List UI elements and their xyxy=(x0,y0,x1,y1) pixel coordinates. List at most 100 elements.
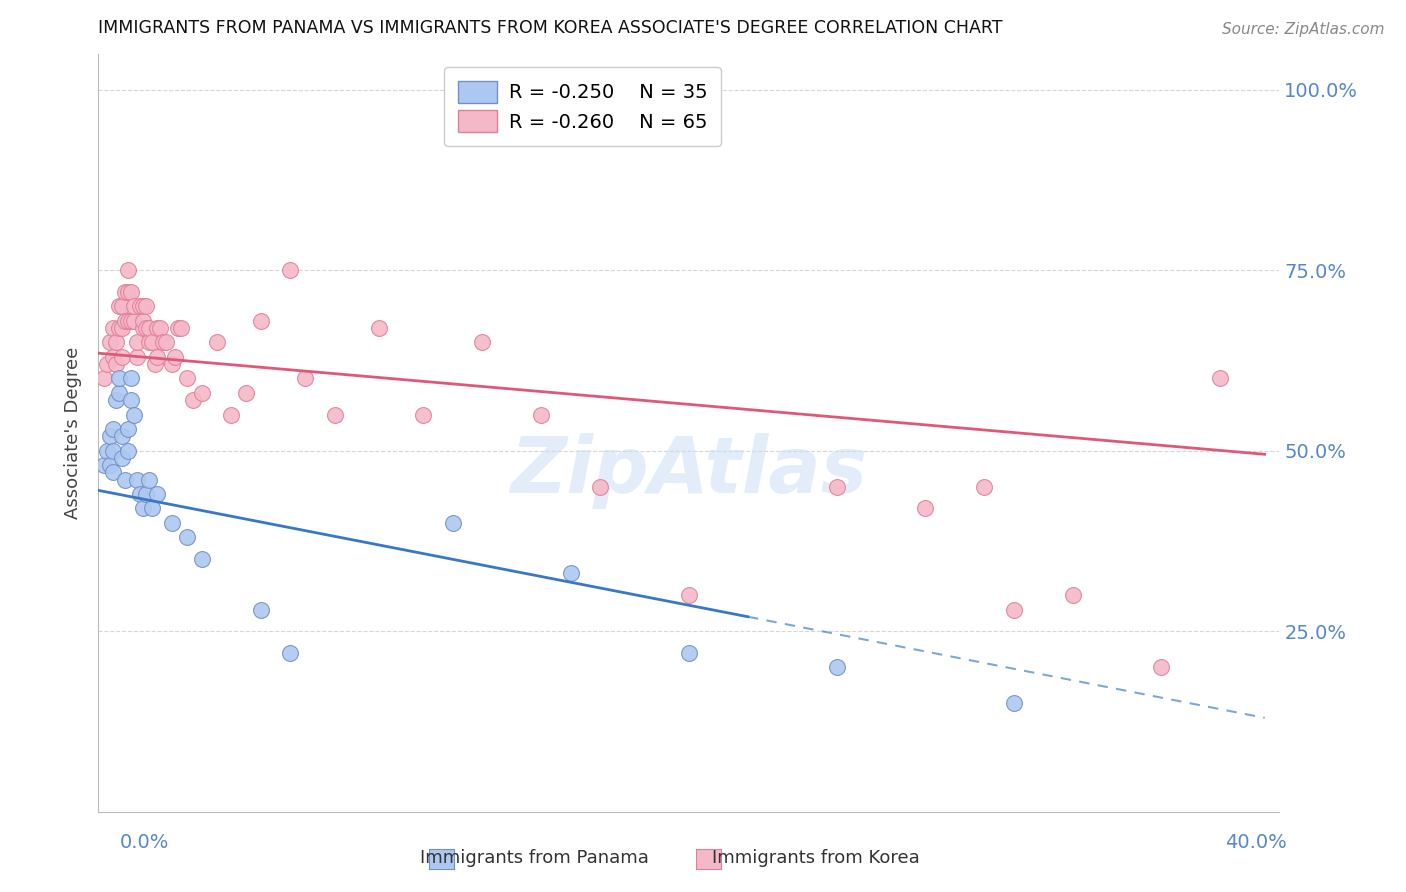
Point xyxy=(135,487,157,501)
Point xyxy=(155,335,177,350)
Point xyxy=(93,371,115,385)
Text: Immigrants from Panama: Immigrants from Panama xyxy=(420,849,648,867)
Point xyxy=(132,299,155,313)
Point xyxy=(125,473,148,487)
Point xyxy=(125,350,148,364)
Point xyxy=(108,385,131,400)
Point xyxy=(1062,588,1084,602)
Point xyxy=(1209,371,1232,385)
Point xyxy=(98,458,121,472)
Point xyxy=(120,371,142,385)
Text: 40.0%: 40.0% xyxy=(1225,833,1286,853)
Point xyxy=(120,393,142,408)
Text: Source: ZipAtlas.com: Source: ZipAtlas.com xyxy=(1222,22,1385,37)
Point xyxy=(412,408,434,422)
Point xyxy=(471,335,494,350)
Point xyxy=(108,321,131,335)
Point xyxy=(146,350,169,364)
Point xyxy=(170,321,193,335)
Point xyxy=(138,321,160,335)
Point xyxy=(135,321,157,335)
Point xyxy=(105,393,128,408)
Point xyxy=(914,501,936,516)
Point xyxy=(111,299,134,313)
Point xyxy=(280,646,302,660)
Point xyxy=(117,443,139,458)
Point xyxy=(441,516,464,530)
Point xyxy=(108,371,131,385)
Point xyxy=(165,350,187,364)
Point xyxy=(132,321,155,335)
Point xyxy=(122,408,145,422)
Point xyxy=(103,321,125,335)
Text: 0.0%: 0.0% xyxy=(120,833,169,853)
Point xyxy=(191,385,214,400)
Point xyxy=(117,263,139,277)
Point xyxy=(138,473,160,487)
Point xyxy=(181,393,204,408)
Point xyxy=(323,408,346,422)
Point xyxy=(93,458,115,472)
Point xyxy=(825,660,848,674)
Point xyxy=(128,299,150,313)
Text: ZipAtlas: ZipAtlas xyxy=(510,433,868,508)
Point xyxy=(138,335,160,350)
Point xyxy=(117,314,139,328)
Point xyxy=(135,299,157,313)
Point xyxy=(132,314,155,328)
Point xyxy=(98,429,121,443)
Y-axis label: Associate's Degree: Associate's Degree xyxy=(65,346,83,519)
Point xyxy=(105,357,128,371)
Point xyxy=(96,357,118,371)
Point xyxy=(1002,697,1025,711)
Point xyxy=(132,501,155,516)
Point xyxy=(103,350,125,364)
Point xyxy=(111,429,134,443)
Point xyxy=(128,487,150,501)
Point xyxy=(294,371,316,385)
Point xyxy=(167,321,190,335)
Point xyxy=(120,285,142,299)
Point xyxy=(117,422,139,436)
Point xyxy=(191,552,214,566)
Text: IMMIGRANTS FROM PANAMA VS IMMIGRANTS FROM KOREA ASSOCIATE'S DEGREE CORRELATION C: IMMIGRANTS FROM PANAMA VS IMMIGRANTS FRO… xyxy=(98,19,1002,37)
Point xyxy=(146,321,169,335)
Point xyxy=(146,487,169,501)
Point xyxy=(111,350,134,364)
Point xyxy=(205,335,228,350)
Point xyxy=(1002,602,1025,616)
Point xyxy=(120,314,142,328)
Point xyxy=(250,314,273,328)
Point xyxy=(108,299,131,313)
Point xyxy=(176,371,198,385)
Point xyxy=(162,516,183,530)
Point xyxy=(103,466,125,480)
Point xyxy=(96,443,118,458)
Point xyxy=(152,335,174,350)
Point xyxy=(111,450,134,465)
Point xyxy=(98,335,121,350)
Point xyxy=(235,385,257,400)
Point xyxy=(103,422,125,436)
Point xyxy=(143,357,166,371)
Point xyxy=(103,443,125,458)
Point xyxy=(368,321,391,335)
Point xyxy=(589,480,612,494)
Point xyxy=(141,335,163,350)
Point xyxy=(114,473,136,487)
Point xyxy=(250,602,273,616)
Point xyxy=(280,263,302,277)
Point xyxy=(678,588,700,602)
Point xyxy=(122,299,145,313)
Point xyxy=(678,646,700,660)
Point xyxy=(141,501,163,516)
Point xyxy=(1150,660,1173,674)
Point xyxy=(825,480,848,494)
Text: Immigrants from Korea: Immigrants from Korea xyxy=(711,849,920,867)
Point xyxy=(560,566,582,581)
Point xyxy=(221,408,243,422)
Point xyxy=(973,480,995,494)
Point xyxy=(105,335,128,350)
Legend: R = -0.250    N = 35, R = -0.260    N = 65: R = -0.250 N = 35, R = -0.260 N = 65 xyxy=(444,67,721,146)
Point xyxy=(149,321,172,335)
